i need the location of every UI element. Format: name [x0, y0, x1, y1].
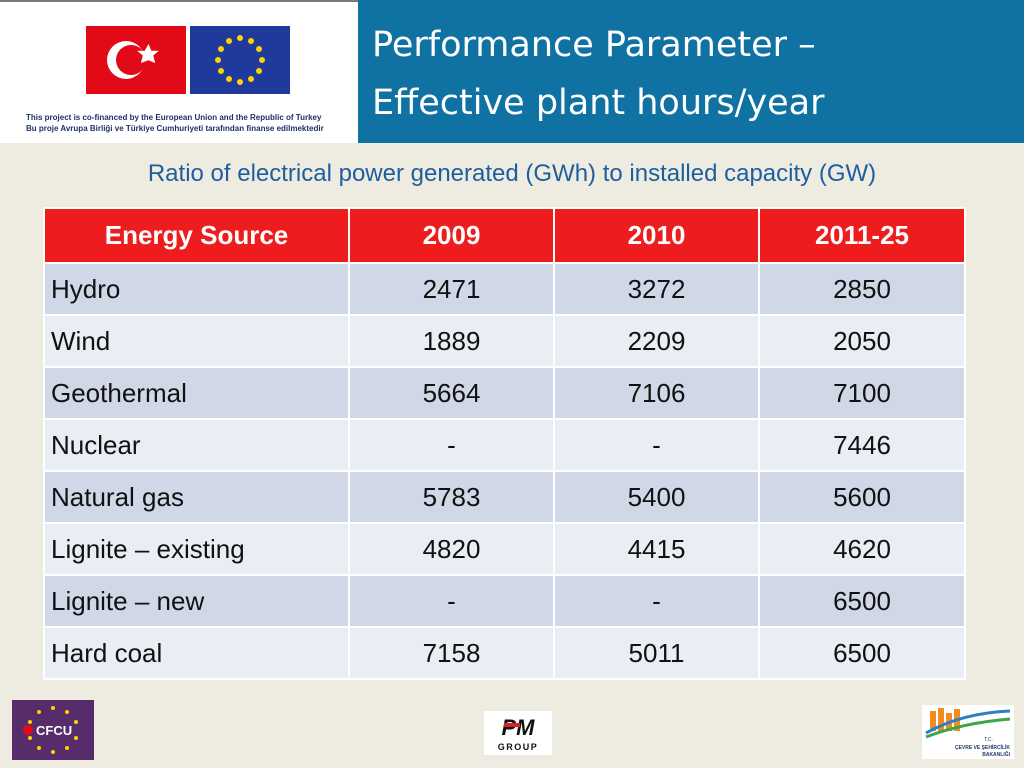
value-2010-cell: -: [553, 418, 760, 472]
value-2010-cell: 3272: [553, 262, 760, 316]
value-2009-cell: -: [348, 418, 555, 472]
energy-source-cell: Lignite – new: [43, 574, 350, 628]
value-2010-cell: -: [553, 574, 760, 628]
value-2011-25-cell: 2850: [758, 262, 966, 316]
ministry-logo-line2: ÇEVRE VE ŞEHİRCİLİK: [955, 744, 1010, 751]
cofinance-caption-en: This project is co-financed by the Europ…: [26, 113, 322, 122]
value-2010-cell: 5400: [553, 470, 760, 524]
table-row: Hard coal 7158 5011 6500: [43, 626, 966, 680]
value-2011-25-cell: 7446: [758, 418, 966, 472]
value-2010-cell: 5011: [553, 626, 760, 680]
column-header-2010: 2010: [553, 207, 760, 264]
table-row: Nuclear - - 7446: [43, 418, 966, 472]
cfcu-logo-text: CFCU: [36, 723, 72, 738]
ministry-logo-line3: BAKANLIĞI: [982, 750, 1010, 758]
energy-source-cell: Natural gas: [43, 470, 350, 524]
cofinance-caption: This project is co-financed by the Europ…: [26, 112, 356, 134]
value-2010-cell: 7106: [553, 366, 760, 420]
table-row: Lignite – new - - 6500: [43, 574, 966, 628]
value-2009-cell: 4820: [348, 522, 555, 576]
energy-source-cell: Hydro: [43, 262, 350, 316]
value-2010-cell: 4415: [553, 522, 760, 576]
value-2011-25-cell: 7100: [758, 366, 966, 420]
ministry-logo: T.C. ÇEVRE VE ŞEHİRCİLİK BAKANLIĞI: [922, 705, 1014, 759]
turkey-eu-flags-logo: [86, 26, 290, 94]
pm-group-logo: PM GROUP: [484, 711, 552, 755]
column-header-2009: 2009: [348, 207, 555, 264]
value-2011-25-cell: 6500: [758, 574, 966, 628]
title-panel: Performance Parameter – Effective plant …: [358, 0, 1024, 143]
value-2011-25-cell: 4620: [758, 522, 966, 576]
table-row: Wind 1889 2209 2050: [43, 314, 966, 368]
table-row: Lignite – existing 4820 4415 4620: [43, 522, 966, 576]
table-row: Natural gas 5783 5400 5600: [43, 470, 966, 524]
plant-hours-table: Energy Source 2009 2010 2011-25 Hydro 24…: [43, 207, 966, 680]
value-2011-25-cell: 6500: [758, 626, 966, 680]
slide-subtitle: Ratio of electrical power generated (GWh…: [147, 160, 877, 187]
energy-source-cell: Wind: [43, 314, 350, 368]
value-2009-cell: 7158: [348, 626, 555, 680]
value-2011-25-cell: 2050: [758, 314, 966, 368]
value-2009-cell: 5783: [348, 470, 555, 524]
value-2009-cell: 1889: [348, 314, 555, 368]
logo-panel: This project is co-financed by the Europ…: [0, 0, 358, 143]
cfcu-logo: CFCU: [12, 700, 94, 760]
ministry-logo-line1: T.C.: [984, 737, 993, 743]
cofinance-caption-tr: Bu proje Avrupa Birliği ve Türkiye Cumhu…: [26, 124, 324, 133]
column-header-energy-source: Energy Source: [43, 207, 350, 264]
table-row: Geothermal 5664 7106 7100: [43, 366, 966, 420]
energy-source-cell: Hard coal: [43, 626, 350, 680]
table-row: Hydro 2471 3272 2850: [43, 262, 966, 316]
table-header-row: Energy Source 2009 2010 2011-25: [43, 207, 966, 264]
column-header-2011-25: 2011-25: [758, 207, 966, 264]
value-2009-cell: 2471: [348, 262, 555, 316]
value-2011-25-cell: 5600: [758, 470, 966, 524]
pm-logo-subtext: GROUP: [498, 742, 539, 752]
page-title: Performance Parameter – Effective plant …: [372, 25, 825, 123]
value-2010-cell: 2209: [553, 314, 760, 368]
energy-source-cell: Lignite – existing: [43, 522, 350, 576]
energy-source-cell: Nuclear: [43, 418, 350, 472]
energy-source-cell: Geothermal: [43, 366, 350, 420]
value-2009-cell: -: [348, 574, 555, 628]
value-2009-cell: 5664: [348, 366, 555, 420]
pm-logo-text: PM: [502, 715, 536, 740]
